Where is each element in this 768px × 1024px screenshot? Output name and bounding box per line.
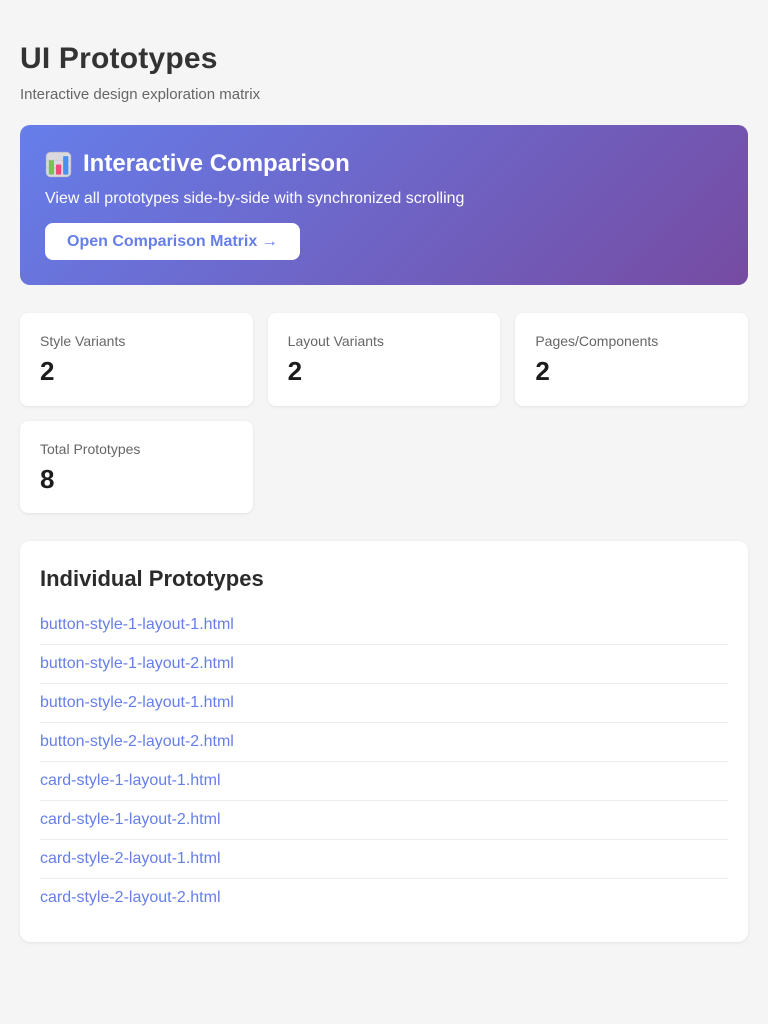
list-item: card-style-2-layout-2.html	[40, 879, 728, 917]
prototype-link-card-style-2-layout-1[interactable]: card-style-2-layout-1.html	[40, 850, 221, 868]
prototype-link-button-style-1-layout-2[interactable]: button-style-1-layout-2.html	[40, 655, 234, 673]
stat-card-layout-variants: Layout Variants 2	[267, 312, 501, 406]
stat-label: Total Prototypes	[40, 440, 141, 457]
stat-label: Pages/Components	[535, 332, 659, 349]
stat-card-total-prototypes: Total Prototypes 8	[20, 420, 253, 514]
stat-value: 2	[535, 355, 550, 386]
prototype-link-card-style-1-layout-1[interactable]: card-style-1-layout-1.html	[40, 772, 221, 790]
banner-title-row: Interactive Comparison	[45, 150, 723, 179]
prototype-link-button-style-2-layout-2[interactable]: button-style-2-layout-2.html	[40, 733, 234, 751]
list-item: card-style-2-layout-1.html	[40, 840, 728, 880]
list-item: card-style-1-layout-2.html	[40, 801, 728, 841]
prototype-list: button-style-1-layout-1.html button-styl…	[40, 606, 728, 917]
stat-label: Style Variants	[40, 332, 126, 349]
bar-chart-icon	[45, 151, 72, 178]
prototype-link-button-style-2-layout-1[interactable]: button-style-2-layout-1.html	[40, 694, 234, 712]
banner-description: View all prototypes side-by-side with sy…	[45, 189, 465, 207]
page-subtitle: Interactive design exploration matrix	[20, 86, 261, 103]
interactive-comparison-banner: Interactive Comparison View all prototyp…	[20, 125, 748, 285]
stat-label: Layout Variants	[287, 332, 384, 349]
prototype-link-button-style-1-layout-1[interactable]: button-style-1-layout-1.html	[40, 616, 234, 634]
stat-card-pages-components: Pages/Components 2	[515, 312, 748, 406]
list-item: button-style-1-layout-2.html	[40, 645, 728, 685]
list-item: button-style-2-layout-1.html	[40, 684, 728, 724]
banner-title: Interactive Comparison	[83, 150, 350, 177]
stat-value: 8	[40, 463, 55, 494]
list-item: card-style-1-layout-1.html	[40, 762, 728, 802]
list-item: button-style-2-layout-2.html	[40, 723, 728, 763]
stat-value: 2	[40, 355, 55, 386]
list-item: button-style-1-layout-1.html	[40, 606, 728, 646]
stats-grid: Style Variants 2 Layout Variants 2 Pages…	[20, 312, 748, 514]
page-title: UI Prototypes	[20, 42, 218, 75]
prototype-link-card-style-1-layout-2[interactable]: card-style-1-layout-2.html	[40, 811, 221, 829]
stat-card-style-variants: Style Variants 2	[20, 312, 253, 406]
prototype-link-card-style-2-layout-2[interactable]: card-style-2-layout-2.html	[40, 889, 221, 907]
individual-prototypes-card: Individual Prototypes button-style-1-lay…	[20, 541, 748, 943]
individual-prototypes-title: Individual Prototypes	[40, 566, 264, 592]
page-root: UI Prototypes Interactive design explora…	[20, 42, 748, 943]
stat-value: 2	[287, 355, 303, 386]
open-comparison-matrix-button[interactable]: Open Comparison Matrix →	[45, 222, 300, 260]
